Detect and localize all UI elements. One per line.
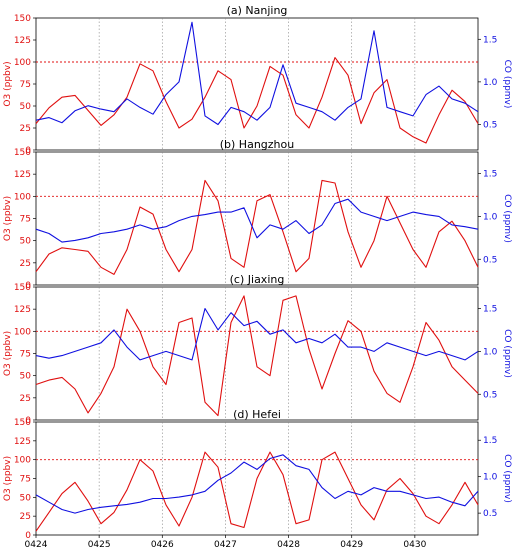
left-tick-label: 100 [14,456,31,466]
panel-2: (c) Jiaxing 0 25 50 75 100 125 150 0.5 1.0 1.5 O3 (… [3,273,512,426]
left-tick-label: 150 [14,14,31,24]
panel-1: (b) Hangzhou 0 25 50 75 100 125 150 0.5 1.0 1.5 O3 … [3,138,512,291]
left-tick-label: 125 [14,437,31,447]
left-tick-label: 100 [14,327,31,337]
series-co-line [35,307,479,361]
series-o3-line [35,57,479,144]
left-tick-label: 50 [20,372,32,382]
left-tick-label: 100 [14,58,31,68]
plot-frame [35,17,479,151]
left-axis-label: O3 (ppbv) [3,196,13,241]
series-co-line [35,21,479,126]
panel-title: (a) Nanjing [227,4,288,17]
left-tick-label: 25 [20,259,31,269]
x-tick-label: 0426 [151,540,174,550]
plot-frame [35,151,479,286]
left-tick-label: 75 [20,475,31,485]
plot-frame [35,286,479,421]
right-tick-label: 1.5 [483,35,497,45]
right-tick-label: 0.5 [483,390,497,400]
left-tick-label: 125 [14,305,31,315]
left-tick-label: 0 [25,416,31,426]
left-tick-label: 150 [14,148,31,158]
left-axis-label: O3 (ppbv) [3,456,13,501]
left-tick-label: 25 [20,394,31,404]
series-o3-line [35,179,479,275]
left-tick-label: 0 [25,531,31,541]
left-tick-label: 125 [14,36,31,46]
left-tick-label: 75 [20,215,31,225]
right-tick-label: 1.5 [483,436,497,446]
x-tick-label: 0425 [88,540,111,550]
left-tick-label: 75 [20,350,31,360]
panel-3: (d) Hefei 0 25 50 75 100 125 150 0.5 1.0 1.5 O3 (pp… [3,408,512,541]
series-co-line [35,454,479,514]
left-tick-label: 25 [20,512,31,522]
x-tick-label: 0427 [214,540,237,550]
left-tick-label: 100 [14,192,31,202]
right-tick-label: 0.5 [483,255,497,265]
series-o3-line [35,295,479,417]
left-tick-label: 25 [20,124,31,134]
x-tick-label: 0428 [277,540,300,550]
right-tick-label: 1.0 [483,212,498,222]
right-axis-label: CO (ppmv) [502,454,512,503]
series-co-line [35,198,479,243]
panel-title: (d) Hefei [233,408,281,421]
right-tick-label: 1.0 [483,473,498,483]
panel-title: (b) Hangzhou [220,138,294,151]
right-tick-label: 0.5 [483,120,497,130]
right-tick-label: 1.0 [483,347,498,357]
right-tick-label: 1.0 [483,78,498,88]
x-tick-label: 0430 [403,540,426,550]
right-axis-label: CO (ppmv) [502,60,512,109]
x-tick-label: 0429 [340,540,363,550]
left-tick-label: 50 [20,237,32,247]
left-tick-label: 150 [14,283,31,293]
right-axis-label: CO (ppmv) [502,329,512,378]
left-tick-label: 125 [14,170,31,180]
right-tick-label: 1.5 [483,304,497,314]
panel-title: (c) Jiaxing [230,273,285,286]
left-tick-label: 0 [25,146,31,156]
left-tick-label: 75 [20,80,31,90]
right-tick-label: 1.5 [483,169,497,179]
right-axis-label: CO (ppmv) [502,194,512,243]
left-tick-label: 150 [14,418,31,428]
left-tick-label: 50 [20,493,32,503]
left-axis-label: O3 (ppbv) [3,331,13,376]
series-o3-line [35,451,479,532]
left-tick-label: 0 [25,281,31,291]
right-tick-label: 0.5 [483,509,497,519]
panel-0: (a) Nanjing 0 25 50 75 100 125 150 0.5 1.0 1.5 O3 (… [3,4,512,156]
left-axis-label: O3 (ppbv) [3,61,13,106]
x-tick-label: 0424 [25,540,48,550]
left-tick-label: 50 [20,102,32,112]
